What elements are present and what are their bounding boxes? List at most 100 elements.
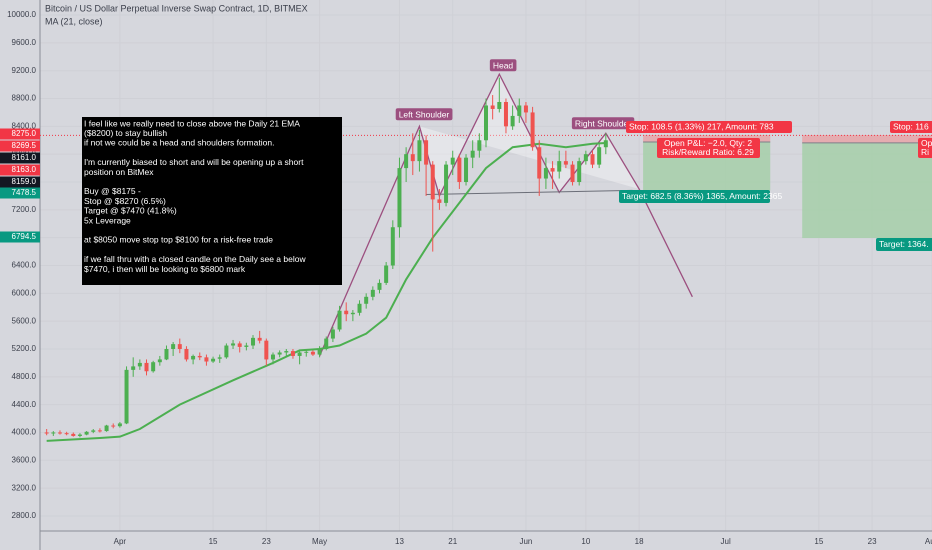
candle-body (177, 344, 182, 349)
price-label: 8269.5 (12, 141, 37, 150)
position-label: Open P&L: −2.0, Qty: 2 (664, 138, 752, 148)
candle-body (377, 282, 382, 290)
price-label: 8159.0 (12, 177, 37, 186)
candle-body (597, 147, 602, 165)
candle-body (350, 312, 355, 315)
position-label: Op (921, 138, 932, 148)
position-label-bg (657, 138, 760, 158)
annotation-bg (571, 117, 635, 130)
candle-body (510, 115, 515, 127)
x-tick-label: 15 (814, 537, 823, 546)
candle-body (557, 161, 562, 172)
y-tick-label: 3600.0 (12, 455, 37, 464)
candle-body (370, 289, 375, 297)
candle-body (523, 105, 528, 113)
candle-body (364, 296, 369, 304)
price-label-bg (0, 164, 40, 176)
candle-body (344, 310, 349, 315)
position-label-bg (918, 138, 932, 158)
candle-body (217, 357, 222, 359)
candle-body (464, 157, 469, 183)
candle-body (357, 303, 362, 313)
y-tick-label: 5600.0 (12, 316, 37, 325)
candle-body (157, 359, 162, 363)
annotation: Right Shoulder (575, 118, 631, 128)
note-line: if not we could be a head and shoulders … (84, 138, 274, 148)
candle-body (211, 358, 216, 362)
position-label: Stop: 108.5 (1.33%) 217, Amount: 783 (629, 121, 774, 131)
x-tick-label: 23 (868, 537, 877, 546)
candle-body (237, 343, 242, 347)
x-tick-label: 13 (395, 537, 404, 546)
candle-body (284, 351, 289, 353)
candle-body (131, 366, 136, 370)
note-line: ($8200) to stay bullish (84, 128, 167, 138)
y-tick-label: 4800.0 (12, 372, 37, 381)
candle-body (191, 355, 196, 360)
price-label-bg (0, 128, 40, 140)
candle-body (277, 352, 282, 355)
x-tick-label: 15 (209, 537, 218, 546)
candle-body (337, 310, 342, 330)
candle-body (44, 432, 49, 434)
position-label: Target: 682.5 (8.36%) 1365, Amount: 2365 (622, 191, 782, 201)
note-line: $7470, i then will be looking to $6800 m… (84, 264, 246, 274)
candle-body (450, 157, 455, 165)
candle-body (184, 348, 189, 360)
candle-body (144, 362, 149, 372)
candle-body (410, 154, 415, 162)
x-tick-label: Apr (114, 537, 127, 546)
y-tick-label: 4400.0 (12, 400, 37, 409)
price-label-bg (0, 140, 40, 152)
candle-body (71, 433, 76, 436)
y-tick-label: 4000.0 (12, 428, 37, 437)
candle-body (577, 161, 582, 183)
y-tick-label: 2800.0 (12, 511, 37, 520)
candle-body (57, 432, 62, 434)
y-tick-label: 8400.0 (12, 121, 37, 130)
position-label: Target: 1364. (879, 239, 929, 249)
candle-body (264, 340, 269, 360)
x-tick-label: 23 (262, 537, 271, 546)
candle-body (503, 101, 508, 127)
position-label-bg (890, 121, 932, 133)
note-box (82, 117, 342, 285)
annotation: Left Shoulder (399, 109, 450, 119)
candle-body (490, 105, 495, 109)
candle-body (397, 168, 402, 228)
candle-body (111, 425, 116, 427)
chart-title: Bitcoin / US Dollar Perpetual Inverse Sw… (45, 3, 308, 13)
note-line: I'm currently biased to short and will b… (84, 157, 304, 167)
price-label: 8275.0 (12, 129, 37, 138)
candle-body (117, 423, 122, 427)
pattern-fill (419, 74, 640, 196)
candle-body (77, 434, 82, 436)
candle-body (290, 351, 295, 356)
candle-body (390, 227, 395, 266)
candle-body (197, 355, 202, 358)
candle-body (470, 150, 475, 158)
note-line: Stop @ $8270 (6.5%) (84, 196, 166, 206)
y-tick-label: 7200.0 (12, 205, 37, 214)
candle-body (324, 338, 329, 349)
y-tick-label: 10000.0 (7, 10, 36, 19)
price-label: 7478.5 (12, 188, 37, 197)
candle-body (257, 337, 262, 341)
annotation-bg (489, 59, 517, 72)
candle-body (590, 154, 595, 165)
candle-body (171, 344, 176, 349)
candle-body (224, 345, 229, 358)
target-zone (802, 142, 932, 239)
price-label-bg (0, 231, 40, 243)
candle-body (310, 351, 315, 355)
y-tick-label: 6000.0 (12, 288, 37, 297)
y-tick-label: 5200.0 (12, 344, 37, 353)
position-label-bg (876, 238, 932, 251)
ma-line (46, 142, 606, 442)
candle-body (543, 168, 548, 179)
x-tick-label: May (312, 537, 327, 546)
candle-body (530, 112, 535, 148)
candle-body (517, 105, 522, 116)
candle-body (430, 164, 435, 200)
